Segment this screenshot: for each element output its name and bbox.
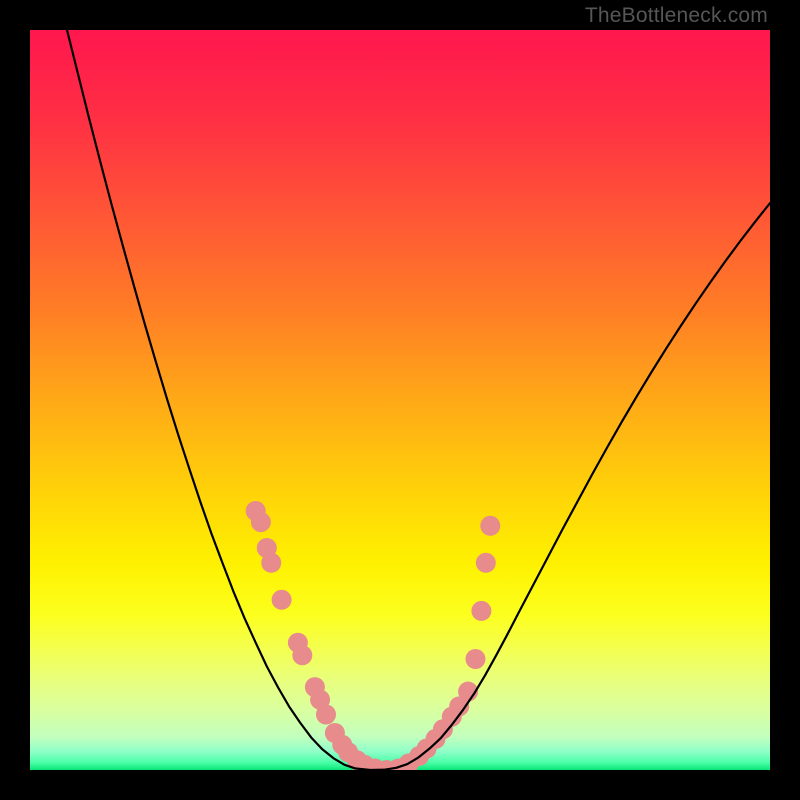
data-marker <box>480 516 500 536</box>
chart-background <box>30 30 770 770</box>
data-marker <box>471 601 491 621</box>
chart-container: TheBottleneck.com <box>0 0 800 800</box>
watermark-text: TheBottleneck.com <box>585 4 768 28</box>
bottleneck-curve-chart <box>30 30 770 770</box>
data-marker <box>292 645 312 665</box>
data-marker <box>251 512 271 532</box>
data-marker <box>261 553 281 573</box>
data-marker <box>316 705 336 725</box>
data-marker <box>272 590 292 610</box>
data-marker <box>476 553 496 573</box>
data-marker <box>465 649 485 669</box>
